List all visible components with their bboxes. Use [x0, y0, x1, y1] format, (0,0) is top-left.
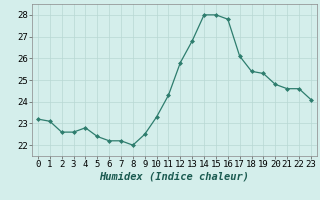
X-axis label: Humidex (Indice chaleur): Humidex (Indice chaleur) — [100, 172, 249, 182]
